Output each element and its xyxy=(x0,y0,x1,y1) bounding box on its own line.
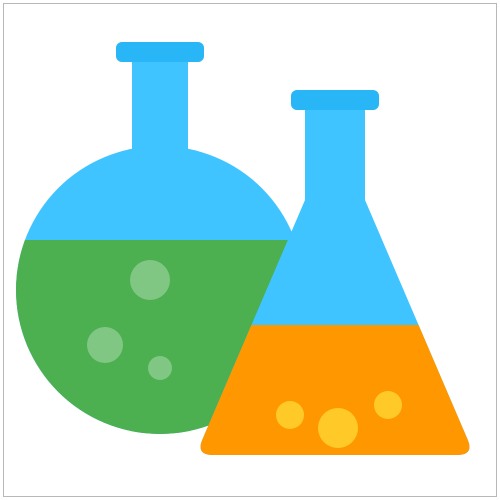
conical-flask-bubble xyxy=(276,401,304,429)
flasks-illustration xyxy=(0,0,500,500)
conical-flask-bubble xyxy=(374,391,402,419)
round-flask-bubble xyxy=(148,356,172,380)
round-flask-cap xyxy=(116,42,204,62)
round-flask-bubble xyxy=(87,327,123,363)
conical-flask-bubble xyxy=(318,408,358,448)
conical-flask-cap xyxy=(291,90,379,110)
round-flask-neck xyxy=(132,58,188,188)
round-flask-bubble xyxy=(130,260,170,300)
